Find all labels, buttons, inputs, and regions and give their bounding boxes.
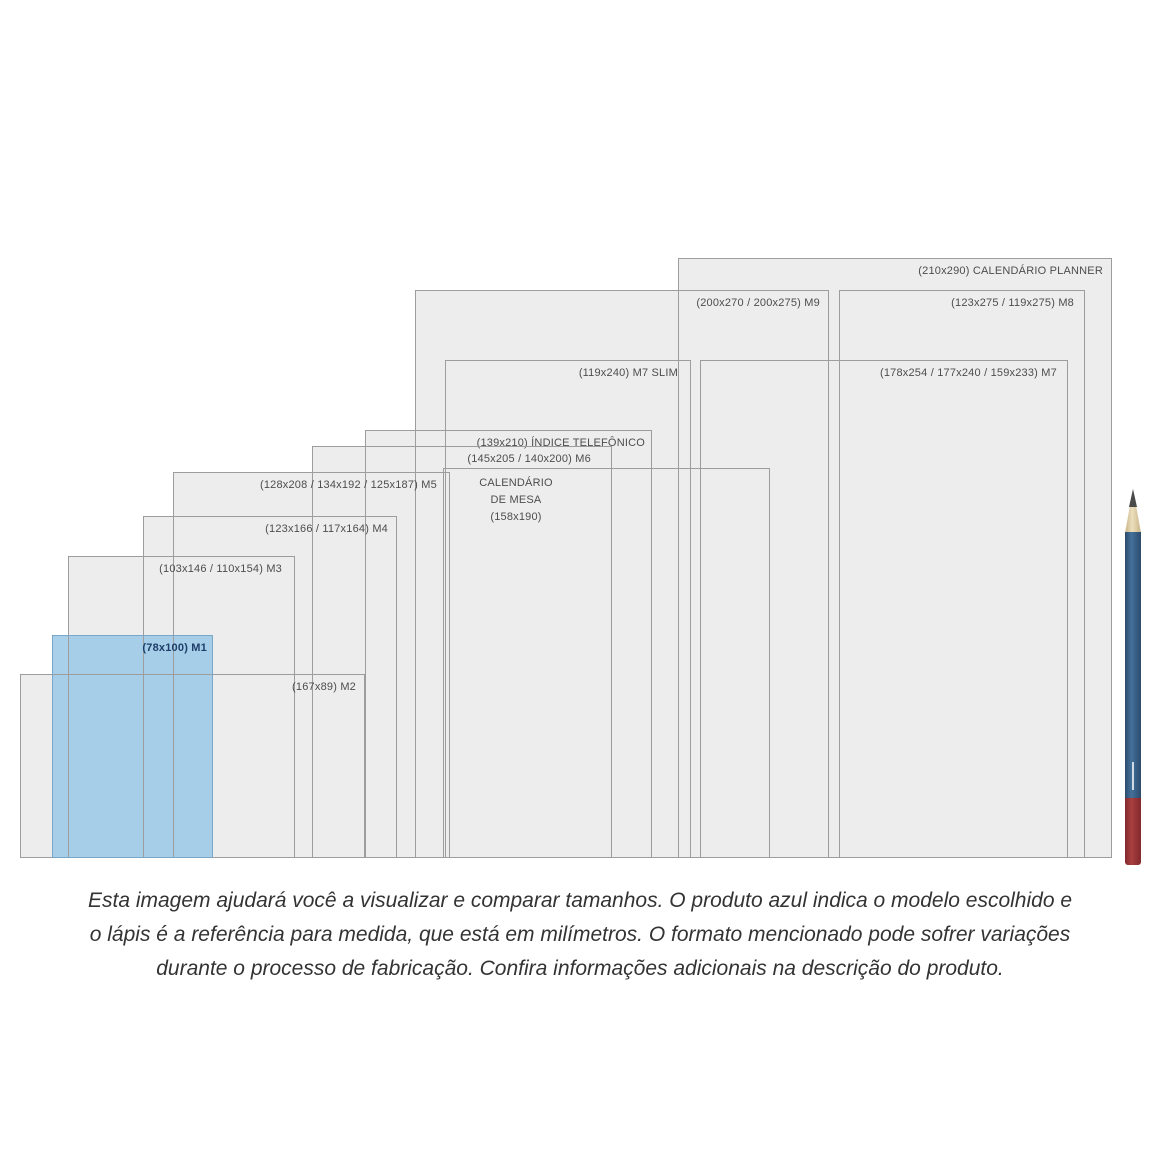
size-box-m7: (178x254 / 177x240 / 159x233) M7 [700, 360, 1068, 858]
size-box-label-m3: (103x146 / 110x154) M3 [159, 563, 282, 575]
size-box-label-m9: (200x270 / 200x275) M9 [696, 297, 820, 309]
caption-line-2: o lápis é a referência para medida, que … [89, 923, 1071, 946]
caption: Esta imagem ajudará você a visualizar e … [60, 884, 1100, 986]
size-box-calendario-de-mesa: CALENDÁRIO DE MESA (158x190) [443, 468, 770, 858]
size-box-label-m1: (78x100) M1 [142, 642, 207, 654]
size-box-m1: (78x100) M1 [52, 635, 213, 858]
size-box-label-m7-slim: (119x240) M7 SLIM [578, 367, 678, 379]
pencil-body [1125, 532, 1141, 798]
size-box-label-m8: (123x275 / 119x275) M8 [951, 297, 1074, 309]
caption-line-1: Esta imagem ajudará você a visualizar e … [87, 889, 1073, 912]
size-box-label-m2: (167x89) M2 [292, 681, 356, 693]
pencil-cap [1125, 798, 1141, 865]
size-box-label-m5: (128x208 / 134x192 / 125x187) M5 [259, 479, 437, 491]
caption-line-3: durante o processo de fabricação. Confir… [156, 957, 1004, 980]
size-box-label-m4: (123x166 / 117x164) M4 [265, 523, 388, 535]
pencil-brand-mark [1132, 762, 1134, 790]
size-box-label-calendario-de-mesa: CALENDÁRIO DE MESA (158x190) [479, 477, 553, 523]
size-box-m6: (145x205 / 140x200) M6 [312, 446, 612, 858]
pencil [1125, 489, 1141, 865]
size-box-label-m7: (178x254 / 177x240 / 159x233) M7 [879, 367, 1057, 379]
size-box-label-calendario-planner: (210x290) CALENDÁRIO PLANNER [918, 265, 1103, 277]
pencil-lead-tip [1129, 489, 1137, 507]
size-box-fill-m1 [52, 635, 213, 858]
size-box-label-m6: (145x205 / 140x200) M6 [467, 453, 591, 465]
